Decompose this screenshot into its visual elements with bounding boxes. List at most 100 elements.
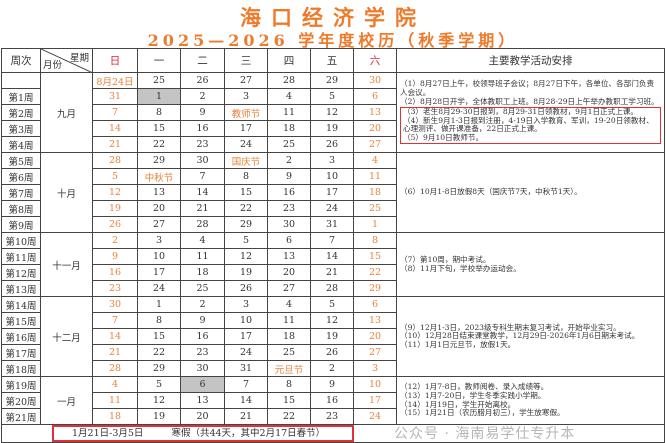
day-cell: 19 [92, 200, 138, 217]
activity-note: （13）1月7-20日，学生冬季实践小学期。 [400, 390, 546, 400]
day-cell: 3 [137, 232, 181, 249]
day-cell: 中秋节 [137, 168, 181, 185]
month-label: 十二月 [40, 296, 93, 377]
week-row: 第15周 7 8 9 10 11 12 13 [1, 312, 665, 329]
header-row: 周次 星期 月份 日 一 二 三 四 五 六 主要教学活动安排 [1, 48, 665, 73]
activity-note: （1）8月27日上午，校领导班子会议；8月27日下午，各单位、各部门负责人会议。 [400, 79, 655, 98]
day-cell: 15 [137, 120, 181, 137]
day-cell: 24 [224, 344, 268, 361]
day-cell: 5 [92, 168, 138, 185]
day-cell: 25 [267, 344, 311, 361]
day-cell: 3 [310, 152, 354, 169]
day-cell: 29 [224, 216, 268, 233]
day-cell: 29 [137, 360, 181, 377]
day-header-mon: 一 [137, 48, 181, 73]
day-cell: 4 [353, 152, 397, 169]
day-cell: 29 [310, 72, 354, 89]
activities-header: 主要教学活动安排 [396, 48, 665, 73]
day-cell: 6 [353, 296, 397, 313]
day-cell: 17 [353, 392, 397, 409]
day-cell: 7 [92, 104, 138, 121]
day-cell: 6 [267, 232, 311, 249]
day-cell: 8 [137, 312, 181, 329]
week-label: 第14周 [1, 296, 41, 313]
day-cell: 22 [137, 344, 181, 361]
day-cell: 31 [92, 88, 138, 105]
day-cell: 教师节 [224, 104, 268, 121]
day-cell: 4 [180, 232, 225, 249]
day-cell: 20 [267, 264, 311, 281]
week-label: 第13周 [1, 280, 41, 297]
day-cell: 23 [180, 136, 225, 153]
day-cell: 22 [353, 264, 397, 281]
day-cell: 18 [353, 184, 397, 201]
day-cell: 23 [180, 344, 225, 361]
day-cell: 28 [180, 216, 225, 233]
day-cell: 5 [137, 376, 181, 393]
week-row: 第14周 十二月 30 1 2 3 4 5 6 （9）12月1-3日，2023级专科生期末复习考试… [1, 296, 665, 377]
activity-note: （7）第10周，期中考试。 [400, 254, 491, 264]
day-header-fri: 五 [310, 48, 354, 73]
day-cell: 30 [267, 216, 311, 233]
week-row: 第21周 18 19 20 21 22 23 24 [1, 408, 665, 425]
day-cell: 2 [267, 152, 311, 169]
day-cell: 19 [310, 120, 354, 137]
day-cell: 20 [180, 408, 225, 425]
day-cell: 14 [180, 184, 225, 201]
activity-note: （4）新生9月1-3日报到注册，4-19日入学教育、军训，19-20日领教材、心… [403, 115, 654, 134]
day-cell: 国庆节 [224, 152, 268, 169]
week-label: 第1周 [1, 88, 41, 105]
day-cell: 1 [137, 88, 181, 105]
day-cell: 3 [353, 360, 397, 377]
day-cell: 13 [180, 392, 225, 409]
day-cell: 18 [267, 328, 311, 345]
day-cell: 16 [92, 264, 138, 281]
week-label: 第3周 [1, 120, 41, 137]
day-header-sat: 六 [353, 48, 397, 73]
activity-note: （14）1月19日，学生开始离校。 [400, 399, 516, 409]
day-cell: 21 [92, 344, 138, 361]
day-cell: 28 [92, 152, 138, 169]
day-cell: 2 [92, 232, 138, 249]
week-row: 第3周 14 15 16 17 18 19 20 [1, 120, 665, 137]
week-label: 第19周 [1, 376, 41, 393]
day-cell: 21 [92, 136, 138, 153]
day-cell: 元旦节 [267, 360, 311, 377]
day-cell: 30 [180, 360, 225, 377]
day-cell: 30 [180, 152, 225, 169]
week-row: 第9周 26 27 28 29 30 31 1 [1, 216, 665, 233]
day-cell: 11 [267, 104, 311, 121]
day-cell: 23 [92, 280, 138, 297]
day-cell: 27 [267, 280, 311, 297]
week-header: 周次 [1, 48, 41, 73]
week-label: 第16周 [1, 328, 41, 345]
day-cell: 9 [267, 168, 311, 185]
day-cell: 4 [267, 296, 311, 313]
activities-cell: （1）8月27日上午，校领导班子会议；8月27日下午，各单位、各部门负责人会议。… [396, 72, 665, 153]
activity-note: （2）8月28日开学，全体教职工上班。8月28-29日上午举办教职工学习班。 [400, 96, 659, 106]
day-cell: 11 [92, 392, 138, 409]
day-cell: 7 [310, 232, 354, 249]
day-cell: 9 [310, 376, 354, 393]
week-label: 第18周 [1, 360, 41, 377]
week-label: 第15周 [1, 312, 41, 329]
day-cell: 18 [267, 120, 311, 137]
month-label: 十月 [40, 152, 93, 233]
day-cell: 23 [310, 408, 354, 425]
week-row: 第19周 一月 4 5 6 7 8 9 10 （12）1月7-8日，教师阅卷、录入成绩等。 （13）… [1, 376, 665, 425]
day-cell: 6 [180, 376, 225, 393]
watermark: 公众号 · 海南易学仕专升本 [394, 425, 576, 442]
day-cell: 9 [180, 104, 225, 121]
day-cell: 18 [92, 408, 138, 425]
day-cell: 17 [310, 184, 354, 201]
activity-note: （10）12月28日结束课堂教学，12月29日-2026年1月6日期末考试。 [400, 331, 640, 341]
week-label: 第2周 [1, 104, 41, 121]
day-cell: 8 [353, 232, 397, 249]
day-cell: 22 [137, 136, 181, 153]
week-label: 第4周 [1, 136, 41, 153]
activity-note: （11）1月1日元旦节，放假1天。 [400, 339, 516, 349]
day-cell: 16 [310, 392, 354, 409]
activities-cell: （7）第10周，期中考试。 （8）11月下旬，学校举办运动会。 [396, 232, 665, 297]
day-cell: 25 [180, 280, 225, 297]
day-cell: 15 [353, 248, 397, 265]
